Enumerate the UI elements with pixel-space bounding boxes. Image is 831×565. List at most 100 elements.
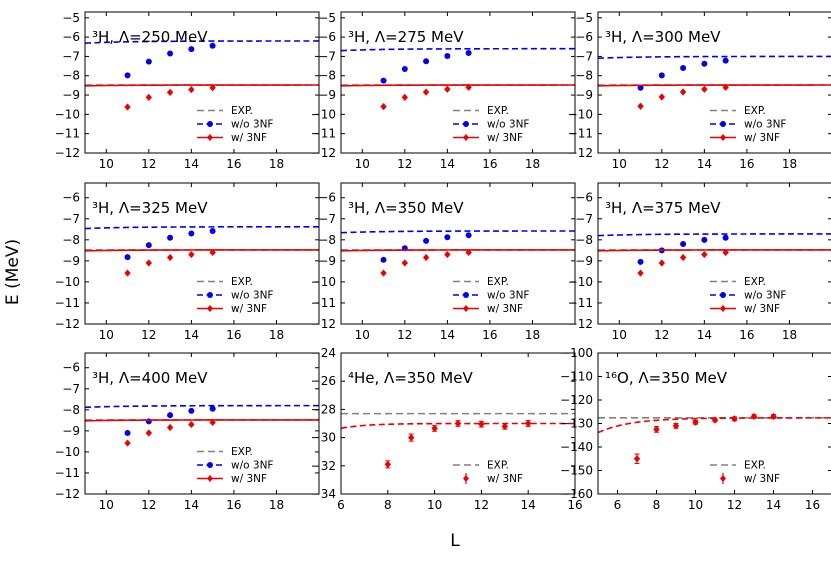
legend-label: EXP. xyxy=(231,105,253,117)
y-tick-label: −10 xyxy=(55,445,80,459)
y-axis-label: E (MeV) xyxy=(3,239,23,305)
legend-label: EXP. xyxy=(231,446,253,458)
wo3nf-point xyxy=(167,234,174,241)
wo3nf-point xyxy=(167,50,174,57)
y-tick-label: −160 xyxy=(560,487,593,501)
panel-3: 10 12 14 16 18 −12 −11 −10 −9 −8 −7 −6 −5 ³H, Λ=300 M… xyxy=(568,11,831,171)
y-tick-label: −9 xyxy=(62,88,80,102)
w3nf-point xyxy=(722,248,729,257)
x-tick-label: 14 xyxy=(184,498,199,512)
panel-title: ⁴He, Λ=350 MeV xyxy=(348,369,473,387)
y-tick-label: −11 xyxy=(568,127,593,141)
y-tick-label: −12 xyxy=(311,146,336,160)
y-tick-label: −12 xyxy=(311,317,336,331)
legend-entry: EXP. xyxy=(197,276,253,288)
legend-label: w/o 3NF xyxy=(744,119,786,131)
legend-label: w/o 3NF xyxy=(231,460,273,472)
axes-frame xyxy=(340,182,576,325)
w3nf-point xyxy=(478,420,485,428)
x-tick-label: 12 xyxy=(474,498,489,512)
legend-wo3nf-marker xyxy=(720,292,726,298)
w3nf-point xyxy=(501,422,508,430)
y-tick-label: −6 xyxy=(62,30,80,44)
legend-label: w/ 3NF xyxy=(744,473,780,485)
panels: 10 12 14 16 18 −12 −11 −10 −9 −8 −7 −6 −5 ³H, Λ=250 M… xyxy=(55,11,831,512)
legend-entry: w/o 3NF xyxy=(710,290,786,302)
y-tick-label: −10 xyxy=(568,107,593,121)
x-tick-label: 14 xyxy=(184,157,199,171)
w3nf-point xyxy=(750,412,758,421)
y-tick-label: −7 xyxy=(575,49,593,63)
y-tick-label: −8 xyxy=(62,69,80,83)
legend-entry: EXP. xyxy=(453,105,509,117)
plot-area xyxy=(341,412,575,469)
w3nf-fit-curve xyxy=(598,249,831,252)
x-tick-label: 16 xyxy=(567,498,582,512)
wo3nf-point xyxy=(209,42,216,49)
wo3nf-point xyxy=(680,65,687,72)
y-tick-label: −11 xyxy=(55,466,80,480)
legend-label: w/ 3NF xyxy=(744,303,780,315)
y-tick-label: −10 xyxy=(55,275,80,289)
wo3nf-point xyxy=(167,412,174,419)
w3nf-point xyxy=(679,88,687,96)
wo3nf-point xyxy=(145,418,152,425)
x-tick-label: 10 xyxy=(612,157,627,171)
x-tick-label: 18 xyxy=(269,498,284,512)
y-tick-label: −8 xyxy=(62,403,80,417)
wo3nf-point xyxy=(380,256,387,263)
y-tick-label: −11 xyxy=(568,296,593,310)
panel-title: ³H, Λ=275 MeV xyxy=(348,28,464,46)
w3nf-point xyxy=(731,415,738,423)
y-tick-label: −6 xyxy=(575,30,593,44)
y-tick-label: −9 xyxy=(62,254,80,268)
y-tick-label: −5 xyxy=(318,11,336,25)
w3nf-point xyxy=(701,85,708,93)
legend-label: w/ 3NF xyxy=(487,132,523,144)
y-tick-label: −120 xyxy=(560,393,593,407)
axes-frame xyxy=(84,352,320,495)
wo3nf-point xyxy=(701,60,708,67)
w3nf-point xyxy=(465,83,472,91)
legend-label: EXP. xyxy=(744,460,766,472)
y-tick-label: −9 xyxy=(62,424,80,438)
y-tick-label: −12 xyxy=(55,487,80,501)
w3nf-fit-curve xyxy=(85,419,319,422)
w3nf-point xyxy=(658,259,666,267)
wo3nf-point xyxy=(124,254,131,261)
y-tick-label: −10 xyxy=(568,275,593,289)
legend-entry: EXP. xyxy=(453,276,509,288)
axes-frame xyxy=(84,11,320,154)
axes-frame xyxy=(597,11,831,154)
panel-6: 10 12 14 16 18 −12 −11 −10 −9 −8 −7 −6 ³H, Λ=375 MeV… xyxy=(568,182,831,342)
x-tick-label: 16 xyxy=(226,328,241,342)
legend-label: w/ 3NF xyxy=(744,132,780,144)
legend-w3nf-marker xyxy=(207,305,213,312)
legend-entry: EXP. xyxy=(710,105,766,117)
wo3nf-point xyxy=(637,258,644,265)
panel-title: ³H, Λ=300 MeV xyxy=(605,28,721,46)
y-tick-label: −6 xyxy=(318,30,336,44)
wo3nf-point xyxy=(465,49,472,56)
wo3nf-point xyxy=(124,72,131,79)
wo3nf-point xyxy=(145,242,152,249)
y-tick-label: −28 xyxy=(311,402,336,416)
x-tick-label: 14 xyxy=(697,328,712,342)
y-tick-label: −9 xyxy=(575,88,593,102)
y-tick-label: −34 xyxy=(311,487,336,501)
w3nf-point xyxy=(166,253,174,262)
axes-frame xyxy=(597,182,831,325)
w3nf-point xyxy=(145,259,153,267)
w3nf-point xyxy=(209,418,216,427)
plot-area xyxy=(598,55,831,110)
y-tick-label: −11 xyxy=(311,127,336,141)
x-tick-label: 16 xyxy=(482,328,497,342)
w3nf-point xyxy=(444,85,451,93)
y-tick-label: −8 xyxy=(575,233,593,247)
y-tick-label: −30 xyxy=(311,431,336,445)
legend-label: w/o 3NF xyxy=(487,290,529,302)
legend-entry: EXP. xyxy=(197,105,253,117)
w3nf-point xyxy=(188,250,195,259)
panel-8: 6 8 10 12 14 16 −34 −32 −30 −28 −26 −24 ⁴He, Λ=350 M… xyxy=(311,346,583,512)
legend-wo3nf-marker xyxy=(463,292,469,298)
